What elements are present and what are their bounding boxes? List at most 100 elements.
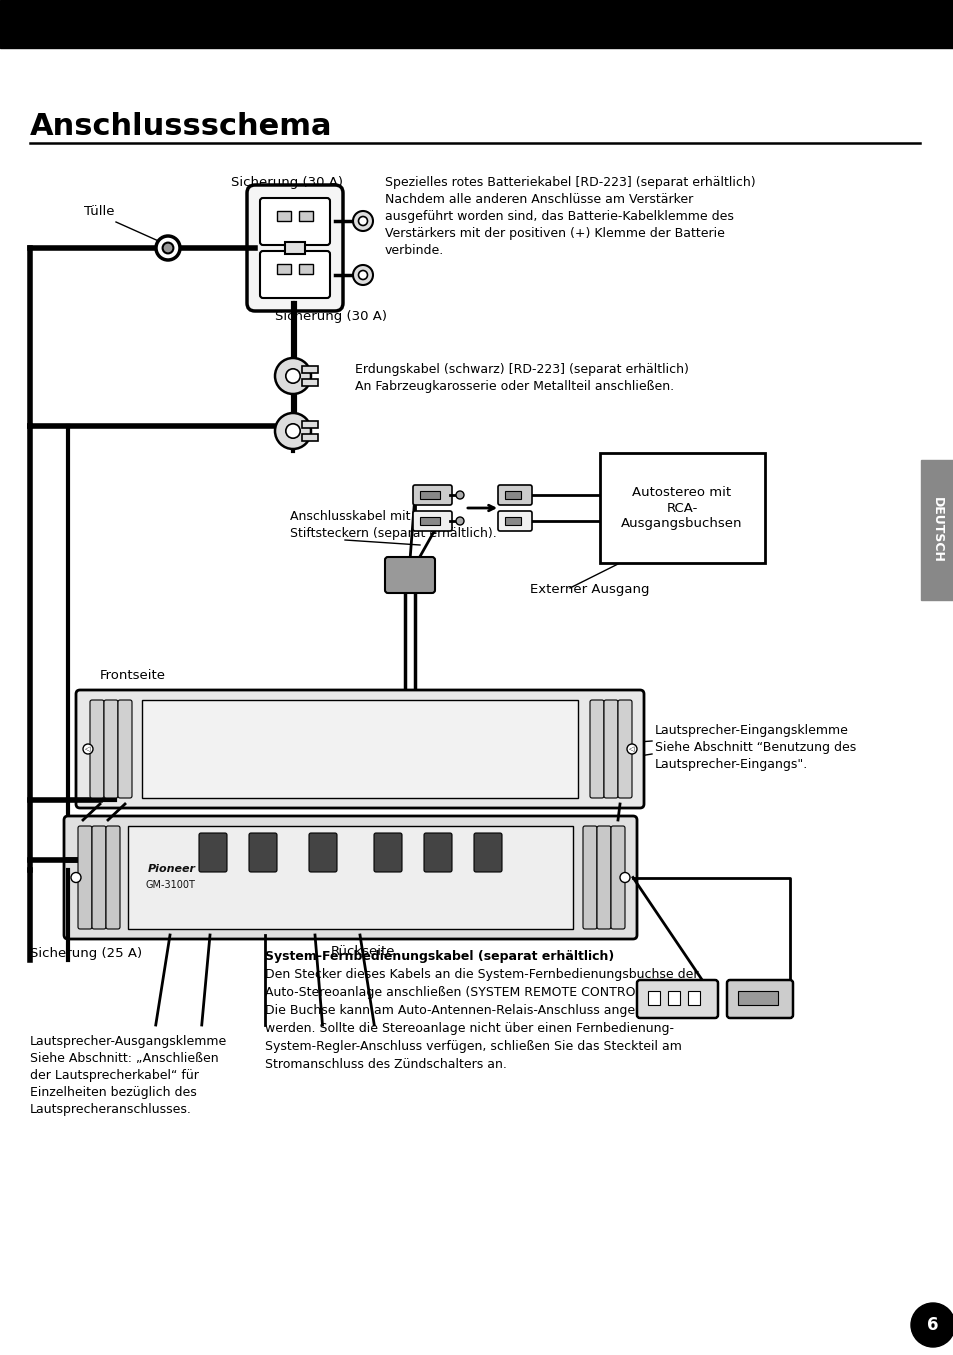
FancyBboxPatch shape bbox=[413, 485, 452, 505]
Bar bbox=[504, 518, 520, 524]
Circle shape bbox=[626, 744, 637, 753]
Text: Siehe Abschnitt “Benutzung des: Siehe Abschnitt “Benutzung des bbox=[655, 741, 856, 753]
Text: Auto-Stereoanlage anschließen (SYSTEM REMOTE CONTROL).: Auto-Stereoanlage anschließen (SYSTEM RE… bbox=[265, 986, 651, 999]
Circle shape bbox=[274, 413, 311, 449]
FancyBboxPatch shape bbox=[90, 701, 104, 798]
Circle shape bbox=[83, 744, 92, 753]
FancyBboxPatch shape bbox=[260, 251, 330, 298]
FancyBboxPatch shape bbox=[610, 827, 624, 930]
FancyBboxPatch shape bbox=[618, 701, 631, 798]
Text: Autostereo mit
RCA-
Ausgangsbuchsen: Autostereo mit RCA- Ausgangsbuchsen bbox=[620, 486, 742, 530]
Text: ◁: ◁ bbox=[85, 747, 91, 752]
Text: Lautsprecher-Ausgangsklemme: Lautsprecher-Ausgangsklemme bbox=[30, 1035, 227, 1047]
FancyBboxPatch shape bbox=[726, 980, 792, 1018]
Bar bbox=[302, 366, 318, 373]
Bar bbox=[298, 264, 313, 274]
Text: Stromanschluss des Zündschalters an.: Stromanschluss des Zündschalters an. bbox=[265, 1058, 506, 1070]
FancyBboxPatch shape bbox=[104, 701, 118, 798]
Bar bbox=[302, 421, 318, 428]
FancyBboxPatch shape bbox=[247, 186, 343, 312]
Bar bbox=[276, 211, 291, 221]
Bar bbox=[302, 378, 318, 386]
Text: Lautsprecher-Eingangs".: Lautsprecher-Eingangs". bbox=[655, 757, 807, 771]
Text: Spezielles rotes Batteriekabel [RD-223] (separat erhältlich): Spezielles rotes Batteriekabel [RD-223] … bbox=[385, 176, 755, 188]
Circle shape bbox=[71, 873, 81, 882]
Text: GM-3100T: GM-3100T bbox=[146, 881, 195, 890]
FancyBboxPatch shape bbox=[603, 701, 618, 798]
Bar bbox=[738, 991, 778, 1005]
Bar bbox=[276, 264, 291, 274]
FancyBboxPatch shape bbox=[78, 827, 91, 930]
Bar bbox=[687, 991, 700, 1005]
FancyBboxPatch shape bbox=[106, 827, 120, 930]
FancyBboxPatch shape bbox=[260, 198, 330, 245]
FancyBboxPatch shape bbox=[374, 833, 401, 873]
Bar bbox=[419, 491, 439, 499]
FancyBboxPatch shape bbox=[497, 485, 532, 505]
Text: Lautsprecher-Eingangsklemme: Lautsprecher-Eingangsklemme bbox=[655, 724, 848, 737]
Bar bbox=[285, 243, 305, 253]
FancyBboxPatch shape bbox=[199, 833, 227, 873]
Text: Siehe Abschnitt: „Anschließen: Siehe Abschnitt: „Anschließen bbox=[30, 1051, 218, 1065]
FancyBboxPatch shape bbox=[76, 690, 643, 808]
FancyBboxPatch shape bbox=[497, 511, 532, 531]
FancyBboxPatch shape bbox=[423, 833, 452, 873]
FancyBboxPatch shape bbox=[582, 827, 597, 930]
Bar bbox=[667, 991, 679, 1005]
FancyBboxPatch shape bbox=[637, 980, 718, 1018]
Circle shape bbox=[274, 358, 311, 394]
Text: System-Fernbedienungskabel (separat erhältlich): System-Fernbedienungskabel (separat erhä… bbox=[265, 950, 614, 963]
Bar bbox=[504, 491, 520, 499]
FancyBboxPatch shape bbox=[413, 511, 452, 531]
Text: DEUTSCH: DEUTSCH bbox=[929, 497, 943, 562]
Text: Externer Ausgang: Externer Ausgang bbox=[530, 583, 649, 596]
Circle shape bbox=[456, 491, 463, 499]
Text: ◁: ◁ bbox=[629, 747, 634, 752]
Text: werden. Sollte die Stereoanlage nicht über einen Fernbedienung-: werden. Sollte die Stereoanlage nicht üb… bbox=[265, 1022, 673, 1035]
Text: Sicherung (30 A): Sicherung (30 A) bbox=[231, 176, 343, 188]
Text: RCA-Eingangsbuchsen: RCA-Eingangsbuchsen bbox=[294, 816, 443, 829]
Circle shape bbox=[910, 1304, 953, 1347]
Circle shape bbox=[353, 211, 373, 230]
FancyBboxPatch shape bbox=[249, 833, 276, 873]
Text: Anschlussschema: Anschlussschema bbox=[30, 112, 333, 141]
Text: Nachdem alle anderen Anschlüsse am Verstärker: Nachdem alle anderen Anschlüsse am Verst… bbox=[385, 192, 693, 206]
Circle shape bbox=[286, 424, 300, 438]
Text: Frontseite: Frontseite bbox=[100, 669, 166, 682]
FancyBboxPatch shape bbox=[385, 557, 435, 593]
Text: Tülle: Tülle bbox=[85, 205, 115, 218]
Text: Pioneer: Pioneer bbox=[148, 864, 195, 874]
Text: System-Regler-Anschluss verfügen, schließen Sie das Steckteil am: System-Regler-Anschluss verfügen, schlie… bbox=[265, 1041, 681, 1053]
FancyBboxPatch shape bbox=[118, 701, 132, 798]
Circle shape bbox=[156, 236, 180, 260]
FancyBboxPatch shape bbox=[91, 827, 106, 930]
Text: Rückseite: Rückseite bbox=[330, 944, 395, 958]
Text: verbinde.: verbinde. bbox=[385, 244, 444, 257]
Circle shape bbox=[353, 266, 373, 285]
Circle shape bbox=[358, 271, 367, 279]
Text: der Lautsprecherkabel“ für: der Lautsprecherkabel“ für bbox=[30, 1069, 198, 1083]
Bar bbox=[599, 453, 764, 562]
FancyBboxPatch shape bbox=[474, 833, 501, 873]
Text: 6: 6 bbox=[926, 1316, 938, 1335]
FancyBboxPatch shape bbox=[309, 833, 336, 873]
Text: An Fabrzeugkarosserie oder Metallteil anschließen.: An Fabrzeugkarosserie oder Metallteil an… bbox=[355, 379, 674, 393]
Text: Verstärkers mit der positiven (+) Klemme der Batterie: Verstärkers mit der positiven (+) Klemme… bbox=[385, 228, 724, 240]
Bar bbox=[302, 434, 318, 440]
FancyBboxPatch shape bbox=[597, 827, 610, 930]
Bar bbox=[142, 701, 578, 798]
Bar bbox=[298, 211, 313, 221]
Circle shape bbox=[162, 243, 173, 253]
Circle shape bbox=[358, 217, 367, 225]
Text: Sicherung (25 A): Sicherung (25 A) bbox=[30, 947, 142, 959]
Text: Den Stecker dieses Kabels an die System-Fernbedienungsbuchse der: Den Stecker dieses Kabels an die System-… bbox=[265, 967, 698, 981]
Bar bbox=[0, 0, 953, 47]
FancyBboxPatch shape bbox=[589, 701, 603, 798]
Text: Erdungskabel (schwarz) [RD-223] (separat erhältlich): Erdungskabel (schwarz) [RD-223] (separat… bbox=[355, 363, 688, 375]
Text: Sicherung (30 A): Sicherung (30 A) bbox=[274, 310, 387, 322]
Text: Lautsprecheranschlusses.: Lautsprecheranschlusses. bbox=[30, 1103, 192, 1117]
Circle shape bbox=[286, 369, 300, 383]
Bar bbox=[128, 827, 573, 930]
FancyBboxPatch shape bbox=[64, 816, 637, 939]
Text: Einzelheiten bezüglich des: Einzelheiten bezüglich des bbox=[30, 1085, 196, 1099]
